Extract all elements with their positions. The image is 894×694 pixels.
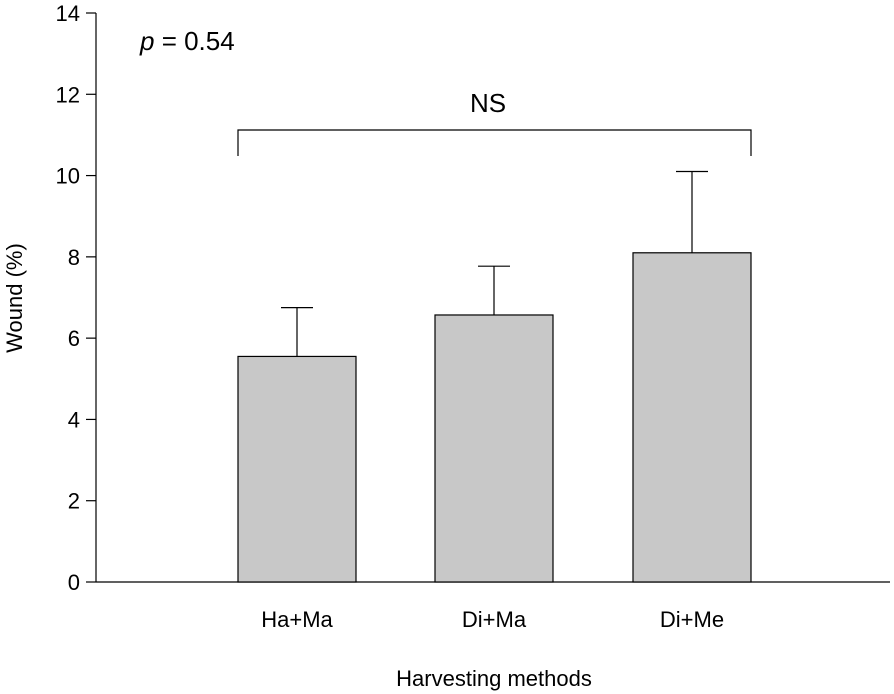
y-tick-label: 8 [68,245,80,270]
p-value-annotation: p = 0.54 [139,26,235,56]
y-tick-label: 10 [56,164,80,189]
y-tick-label: 6 [68,326,80,351]
p-symbol: p [139,26,154,56]
bar [632,252,752,583]
y-tick-label: 2 [68,489,80,514]
error-bars [281,170,708,357]
y-axis: 0 2 4 6 8 10 12 14 [56,1,97,595]
p-value-text: = 0.54 [154,26,234,56]
significance-label: NS [470,88,506,118]
x-tick-label: Di+Ma [462,607,527,632]
bar [237,355,357,583]
bars [237,252,752,583]
significance-bracket [237,129,752,156]
x-axis-title: Harvesting methods [396,666,592,691]
x-tick-label: Di+Me [660,607,724,632]
x-tick-label: Ha+Ma [261,607,333,632]
bar [434,314,554,583]
y-tick-label: 14 [56,1,80,26]
y-axis-title: Wound (%) [2,243,27,353]
y-tick-label: 0 [68,570,80,595]
y-tick-label: 12 [56,82,80,107]
y-tick-label: 4 [68,407,80,432]
bracket-line [237,129,752,156]
x-axis: Ha+Ma Di+Ma Di+Me [96,581,890,632]
